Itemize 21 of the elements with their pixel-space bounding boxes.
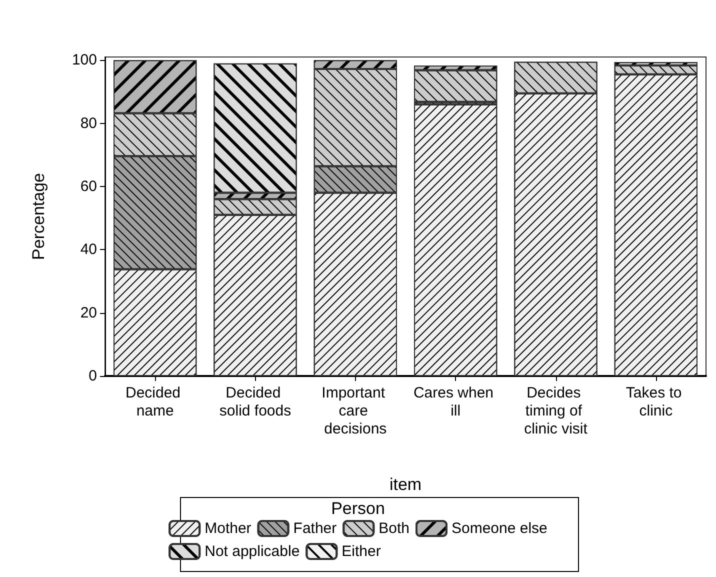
legend-label: Father — [293, 520, 337, 537]
x-tick-label: Cares when ill — [413, 384, 498, 420]
legend-title: Person — [331, 499, 385, 518]
x-tick-label: Decided solid foods — [219, 384, 292, 420]
legend-label: Either — [342, 543, 381, 560]
x-tick-label: Decided name — [125, 384, 185, 420]
y-tick-label: 80 — [80, 114, 97, 132]
y-tick-label: 0 — [88, 368, 97, 384]
y-tick-label: 60 — [80, 178, 97, 195]
y-tick-label: 40 — [80, 241, 97, 258]
legend-label: Both — [378, 520, 410, 537]
x-tick-label: Important care decisions — [322, 384, 390, 438]
y-axis-title: Percentage — [29, 173, 48, 260]
x-tick-label: Decides timing of clinic visit — [524, 384, 588, 438]
x-axis-title: item — [389, 475, 422, 494]
legend-label: Someone else — [452, 520, 548, 537]
x-tick-label: Takes to clinic — [626, 384, 686, 420]
legend-label: Mother — [204, 520, 252, 537]
y-tick-label: 20 — [80, 304, 97, 322]
legend-label: Not applicable — [204, 543, 300, 560]
y-tick-label: 100 — [72, 52, 97, 69]
